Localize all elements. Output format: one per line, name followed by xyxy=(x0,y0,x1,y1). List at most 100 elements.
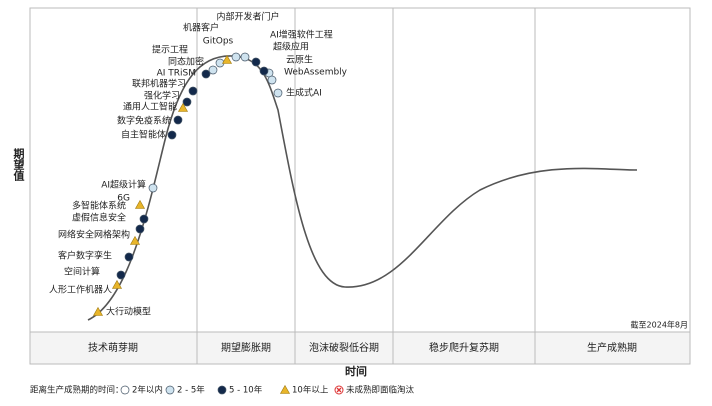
node-label: 客户数字孪生 xyxy=(58,250,112,262)
node: 内部开发者门户 xyxy=(216,11,280,62)
marker xyxy=(188,86,198,96)
legend-label: 2年以内 xyxy=(132,385,163,396)
legend-label: 5 - 10年 xyxy=(229,385,263,396)
node-label: 空间计算 xyxy=(64,266,100,278)
node-label: 强化学习 xyxy=(144,90,180,102)
marker xyxy=(116,270,126,280)
node: WebAssembly xyxy=(267,68,348,85)
node: 客户数字孪生 xyxy=(58,250,134,262)
marker xyxy=(167,130,177,140)
legend-item: 2 - 5年 xyxy=(165,385,205,396)
phase-dividers xyxy=(196,8,536,364)
legend-item: 2年以内 xyxy=(120,385,163,396)
phase-band xyxy=(29,331,691,365)
marker xyxy=(139,214,149,224)
legend-label: 2 - 5年 xyxy=(177,385,205,396)
node-label: AI TRiSM xyxy=(157,69,196,79)
node-label: 联邦机器学习 xyxy=(132,78,186,90)
node-label: 网络安全网格架构 xyxy=(58,229,130,241)
legend-item: 10年以上 xyxy=(279,384,329,396)
node: 机器客户 xyxy=(183,22,241,62)
node: 联邦机器学习 xyxy=(132,78,198,96)
node-label: 通用人工智能 xyxy=(123,101,177,113)
node-label: 机器客户 xyxy=(183,22,219,34)
node-label: 内部开发者门户 xyxy=(216,11,279,23)
node-label: 同态加密 xyxy=(168,56,204,68)
node: 云原生 xyxy=(264,54,313,78)
marker xyxy=(240,52,250,62)
legend-title: 距离生产成熟期的时间： xyxy=(30,385,124,396)
node-label: 超级应用 xyxy=(273,41,309,53)
node-label: 虚假信息安全 xyxy=(72,212,126,224)
node-label: GitOps xyxy=(203,37,234,47)
marker xyxy=(217,385,227,395)
node: 生成式AI xyxy=(273,87,322,99)
marker xyxy=(135,224,145,234)
node-label: 数字免疫系统 xyxy=(117,115,171,127)
node: 超级应用 xyxy=(259,41,309,76)
marker xyxy=(129,235,141,245)
node-label: 提示工程 xyxy=(152,45,188,56)
node-label: AI增强软件工程 xyxy=(270,29,333,41)
node: 空间计算 xyxy=(64,266,126,280)
plot-frame xyxy=(29,7,691,333)
node: AI增强软件工程 xyxy=(251,29,333,67)
legend-item: 5 - 10年 xyxy=(217,385,263,396)
marker xyxy=(124,252,134,262)
node: 强化学习 xyxy=(144,90,192,107)
marker xyxy=(134,199,146,209)
node: 人形工作机器人 xyxy=(49,279,123,296)
marker xyxy=(267,75,277,85)
node-label: 生成式AI xyxy=(286,87,322,99)
node: 多智能体系统 xyxy=(72,200,149,224)
node: 同态加密 xyxy=(168,56,218,75)
marker xyxy=(201,69,211,79)
x-axis-label: 时间 xyxy=(345,364,367,378)
phase-label: 稳步爬升复苏期 xyxy=(429,341,499,354)
marker xyxy=(177,102,189,112)
marker xyxy=(279,384,291,394)
date-note: 截至2024年8月 xyxy=(631,320,688,330)
node: 虚假信息安全 xyxy=(72,212,145,234)
legend-item: 未成熟即面临淘汰 xyxy=(334,385,415,396)
node-label: 自主智能体 xyxy=(121,129,166,141)
node: 通用人工智能 xyxy=(123,101,189,113)
marker xyxy=(221,54,233,64)
node: AI超级计算 xyxy=(101,179,158,193)
phase-label: 泡沫破裂低谷期 xyxy=(309,341,379,354)
marker xyxy=(208,65,218,75)
marker xyxy=(251,57,261,67)
node-label: 人形工作机器人 xyxy=(49,284,112,296)
marker xyxy=(259,66,269,76)
node-label: 大行动模型 xyxy=(106,306,151,318)
legend-label: 10年以上 xyxy=(292,385,329,396)
node-label: WebAssembly xyxy=(284,68,348,78)
legend-label: 未成熟即面临淘汰 xyxy=(346,385,415,396)
phase-label: 技术萌芽期 xyxy=(88,341,138,354)
node: 数字免疫系统 xyxy=(117,115,183,127)
marker xyxy=(111,279,123,289)
node: 提示工程 xyxy=(152,45,225,68)
marker xyxy=(148,183,158,193)
marker xyxy=(273,88,283,98)
node-label: 云原生 xyxy=(286,54,313,66)
node: GitOps xyxy=(203,37,234,64)
node: 网络安全网格架构 xyxy=(58,229,141,245)
marker xyxy=(182,97,192,107)
node-label: 6G xyxy=(117,194,130,204)
node: 大行动模型 xyxy=(92,306,151,318)
marker xyxy=(92,306,104,316)
phase-label: 生产成熟期 xyxy=(587,341,637,354)
phase-label: 期望膨胀期 xyxy=(221,341,271,354)
marker xyxy=(165,385,175,395)
node-label: AI超级计算 xyxy=(101,179,146,191)
node-label: 多智能体系统 xyxy=(72,200,126,212)
node: 6G xyxy=(117,194,146,209)
node: AI TRiSM xyxy=(157,69,211,79)
marker xyxy=(231,52,241,62)
node: 自主智能体 xyxy=(121,129,177,141)
marker xyxy=(173,115,183,125)
marker-cross xyxy=(336,387,342,393)
